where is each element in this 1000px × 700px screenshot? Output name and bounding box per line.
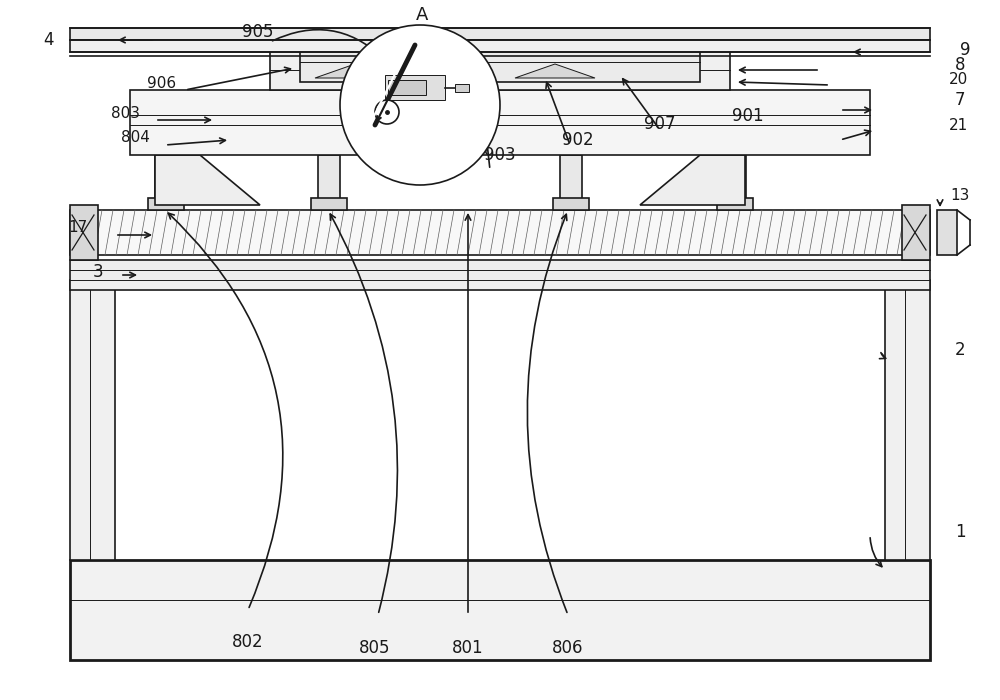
Text: 801: 801 [452,639,484,657]
Text: 13: 13 [950,188,970,202]
Text: 9: 9 [960,41,970,59]
Bar [70,40,930,52]
Text: 901: 901 [732,107,764,125]
Bar [155,155,177,205]
Text: 4: 4 [43,31,53,49]
Bar [388,80,426,95]
Bar [70,560,930,660]
Text: 803: 803 [110,106,140,120]
Bar [318,155,340,205]
Text: 802: 802 [232,633,264,651]
Text: 2: 2 [955,341,965,359]
Bar [130,90,870,155]
Bar [717,198,753,210]
Bar [937,210,957,255]
Text: 804: 804 [121,130,149,144]
Text: 805: 805 [359,639,391,657]
Bar [311,198,347,210]
Polygon shape [640,155,745,205]
Bar [70,210,930,255]
Text: A: A [416,6,428,24]
Polygon shape [155,155,260,205]
Bar [455,84,469,92]
Text: 1: 1 [955,523,965,541]
Text: 905: 905 [242,23,274,41]
Bar [70,205,98,260]
Text: 902: 902 [562,131,594,149]
Bar [560,155,582,205]
Text: 7: 7 [955,91,965,109]
Bar [553,198,589,210]
Bar [885,280,930,560]
Circle shape [340,25,500,185]
Text: 8: 8 [955,56,965,74]
Circle shape [375,100,399,124]
Bar [70,28,930,40]
Bar [148,198,184,210]
Bar [270,40,730,90]
Polygon shape [515,64,595,78]
Circle shape [432,62,448,78]
Text: 17: 17 [68,220,88,235]
Text: 907: 907 [644,115,676,133]
Polygon shape [315,64,395,78]
Text: 806: 806 [552,639,584,657]
Text: 903: 903 [484,146,516,164]
Bar [724,155,746,205]
Text: 3: 3 [93,263,103,281]
Text: 906: 906 [147,76,177,90]
Bar [385,75,445,100]
Bar [70,280,115,560]
Bar [300,44,700,82]
Text: 20: 20 [948,73,968,88]
Bar [902,205,930,260]
Bar [70,260,930,290]
Text: 21: 21 [948,118,968,132]
